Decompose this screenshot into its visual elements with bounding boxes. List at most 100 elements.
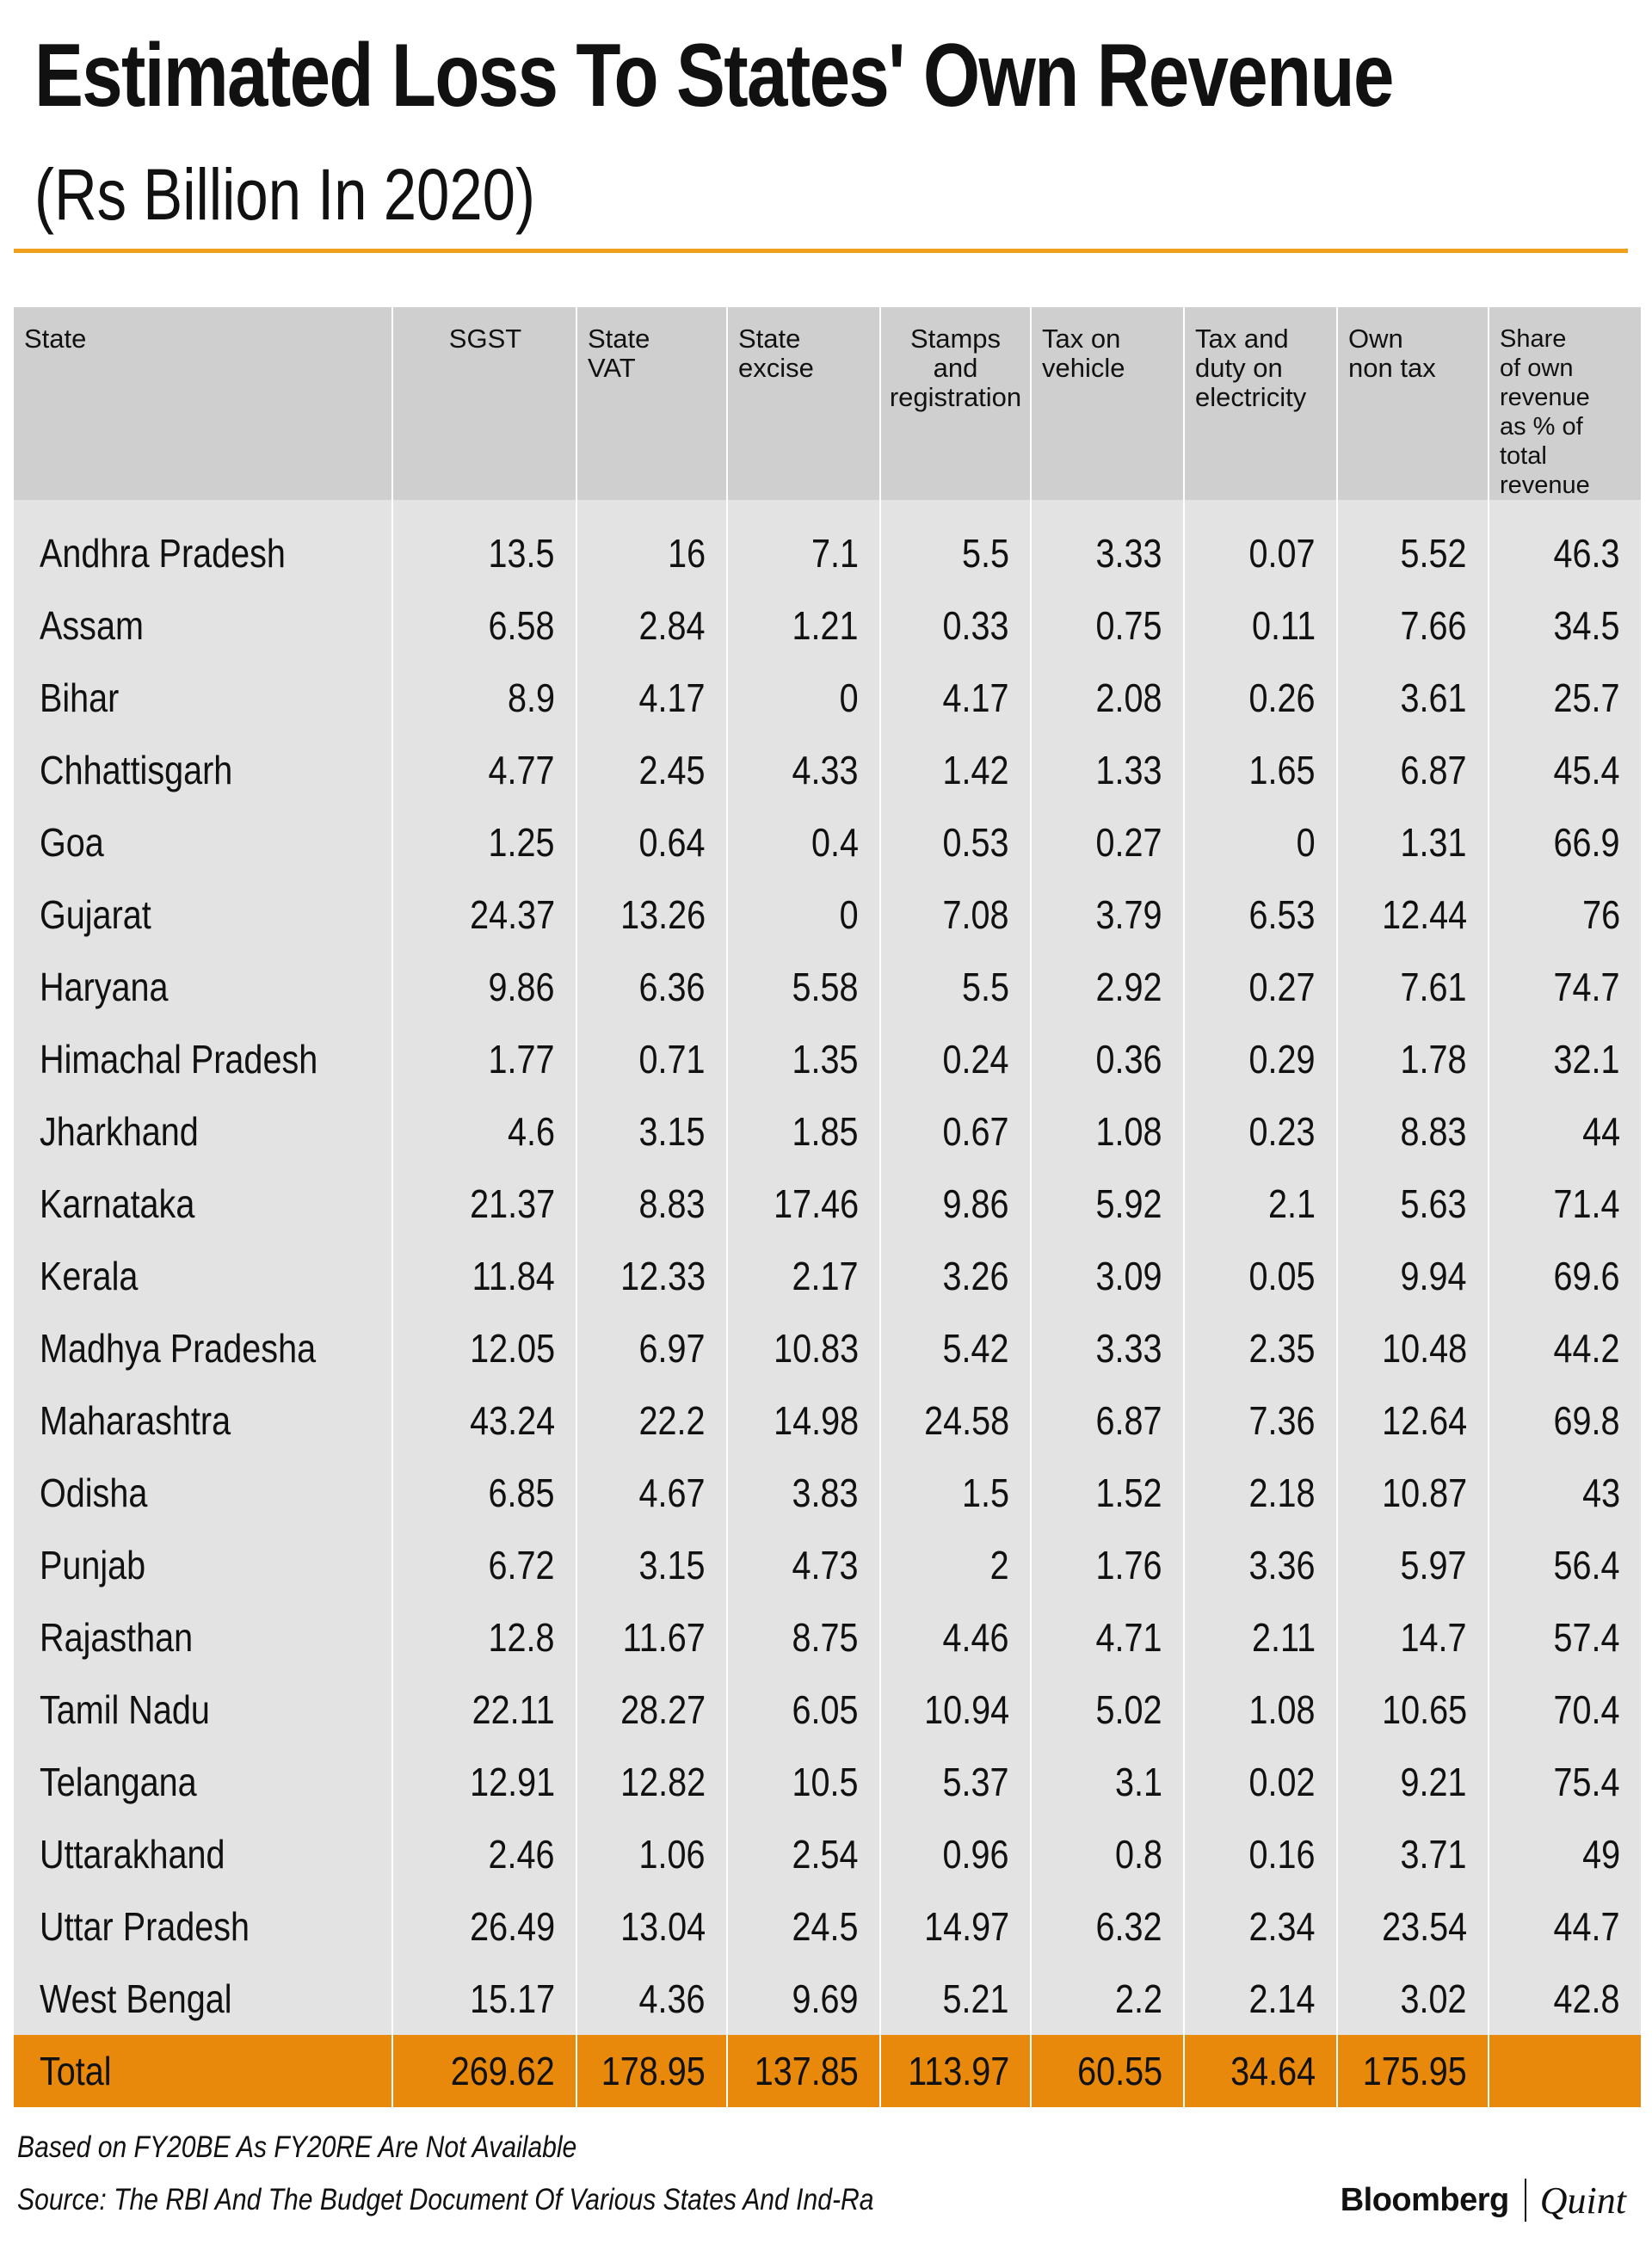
value-cell: 0.24 — [880, 1023, 1032, 1095]
cell-value: 7.36 — [1249, 1398, 1316, 1443]
cell-value: 21.37 — [469, 1181, 555, 1226]
cell-value: 0.02 — [1249, 1760, 1316, 1804]
revenue-table: State SGST State VAT State excise Stamps and reg… — [14, 307, 1641, 2107]
value-cell: 0 — [727, 878, 881, 951]
cell-value: 0.26 — [1249, 675, 1316, 720]
cell-value: 5.58 — [792, 965, 859, 1009]
value-cell: 5.5 — [880, 500, 1032, 589]
total-value: 175.95 — [1362, 2049, 1467, 2093]
value-cell: 1.78 — [1337, 1023, 1489, 1095]
cell-value: 8.75 — [792, 1615, 859, 1660]
state-name-cell: Maharashtra — [14, 1384, 393, 1457]
state-name-cell: Chhattisgarh — [14, 734, 393, 806]
cell-value: 6.58 — [489, 603, 555, 648]
cell-value: 4.33 — [792, 748, 859, 792]
cell-value: 3.33 — [1096, 1326, 1162, 1371]
cell-value: 13.5 — [489, 531, 555, 576]
value-cell: 4.6 — [392, 1095, 577, 1168]
value-cell: 0.02 — [1184, 1746, 1338, 1818]
cell-value: 24.37 — [469, 892, 555, 937]
value-cell: 0.33 — [880, 589, 1032, 662]
value-cell: 3.1 — [1031, 1746, 1185, 1818]
value-cell: 5.37 — [880, 1746, 1032, 1818]
state-name-cell: Assam — [14, 589, 393, 662]
value-cell: 5.58 — [727, 951, 881, 1023]
table-row: Madhya Pradesha 12.05 6.97 10.83 5.42 3.33 2.3… — [14, 1312, 1641, 1384]
cell-value: 8.83 — [1401, 1109, 1467, 1154]
revenue-table-container: State SGST State VAT State excise Stamps and reg… — [14, 307, 1641, 2107]
value-cell: 1.31 — [1337, 806, 1489, 878]
cell-value: 5.37 — [943, 1760, 1009, 1804]
cell-value: 2.92 — [1096, 965, 1162, 1009]
value-cell: 6.87 — [1031, 1384, 1185, 1457]
cell-value: 7.66 — [1401, 603, 1467, 648]
cell-value: 2.17 — [792, 1254, 859, 1298]
column-header-line: revenue — [1500, 472, 1590, 499]
total-value-cell: 113.97 — [880, 2035, 1032, 2107]
cell-value: 11.84 — [472, 1254, 555, 1298]
cell-value: 1.78 — [1401, 1037, 1467, 1082]
cell-value: 6.32 — [1096, 1904, 1162, 1949]
value-cell: 4.77 — [392, 734, 577, 806]
total-value: 269.62 — [450, 2049, 555, 2093]
cell-value: 4.6 — [508, 1109, 555, 1154]
value-cell: 5.63 — [1337, 1168, 1489, 1240]
value-cell: 6.32 — [1031, 1890, 1185, 1963]
value-cell: 0.67 — [880, 1095, 1032, 1168]
table-row: Karnataka 21.37 8.83 17.46 9.86 5.92 2.1 5.63 71… — [14, 1168, 1641, 1240]
cell-value: 0.11 — [1251, 603, 1316, 648]
value-cell: 1.5 — [880, 1457, 1032, 1529]
table-row: Telangana 12.91 12.82 10.5 5.37 3.1 0.02 9.21 75… — [14, 1746, 1641, 1818]
cell-value: 0.96 — [943, 1832, 1009, 1877]
cell-value: 0.53 — [943, 820, 1009, 865]
value-cell: 16 — [576, 500, 728, 589]
cell-value: 3.02 — [1401, 1976, 1467, 2021]
value-cell: 22.11 — [392, 1674, 577, 1746]
value-cell: 2.84 — [576, 589, 728, 662]
state-name: Uttarakhand — [40, 1832, 225, 1877]
value-cell: 6.97 — [576, 1312, 728, 1384]
total-value-cell: 34.64 — [1184, 2035, 1338, 2107]
bloomberg-quint-logo: Bloomberg Quint — [1341, 2174, 1626, 2226]
cell-value: 4.77 — [489, 748, 555, 792]
value-cell: 43 — [1489, 1457, 1641, 1529]
column-header-line: excise — [738, 353, 814, 383]
cell-value: 9.69 — [792, 1976, 859, 2021]
column-header-line: SGST — [448, 324, 522, 354]
cell-value: 6.97 — [639, 1326, 706, 1371]
cell-value: 1.65 — [1249, 748, 1316, 792]
value-cell: 0.27 — [1184, 951, 1338, 1023]
cell-value: 0 — [1296, 820, 1316, 865]
cell-value: 4.67 — [639, 1470, 706, 1515]
value-cell: 10.5 — [727, 1746, 881, 1818]
cell-value: 66.9 — [1554, 820, 1620, 865]
cell-value: 69.8 — [1554, 1398, 1620, 1443]
value-cell: 10.48 — [1337, 1312, 1489, 1384]
column-header-line: Tax and — [1195, 324, 1289, 354]
cell-value: 1.25 — [489, 820, 555, 865]
state-name: West Bengal — [40, 1976, 232, 2021]
value-cell: 4.67 — [576, 1457, 728, 1529]
value-cell: 1.76 — [1031, 1529, 1185, 1601]
logo-quint-wordmark: Quint — [1539, 2179, 1626, 2222]
value-cell: 1.65 — [1184, 734, 1338, 806]
cell-value: 2.34 — [1249, 1904, 1316, 1949]
cell-value: 11.67 — [622, 1615, 706, 1660]
cell-value: 0.36 — [1096, 1037, 1162, 1082]
value-cell: 56.4 — [1489, 1529, 1641, 1601]
value-cell: 5.42 — [880, 1312, 1032, 1384]
table-row: Chhattisgarh 4.77 2.45 4.33 1.42 1.33 1.65 6.87… — [14, 734, 1641, 806]
cell-value: 22.11 — [472, 1687, 555, 1732]
cell-value: 2.14 — [1249, 1976, 1316, 2021]
value-cell: 1.85 — [727, 1095, 881, 1168]
value-cell: 49 — [1489, 1818, 1641, 1890]
cell-value: 0.05 — [1249, 1254, 1316, 1298]
cell-value: 10.5 — [792, 1760, 859, 1804]
cell-value: 15.17 — [469, 1976, 555, 2021]
value-cell: 4.73 — [727, 1529, 881, 1601]
state-name-cell: Goa — [14, 806, 393, 878]
value-cell: 1.25 — [392, 806, 577, 878]
cell-value: 28.27 — [620, 1687, 706, 1732]
value-cell: 4.17 — [880, 662, 1032, 734]
value-cell: 7.61 — [1337, 951, 1489, 1023]
